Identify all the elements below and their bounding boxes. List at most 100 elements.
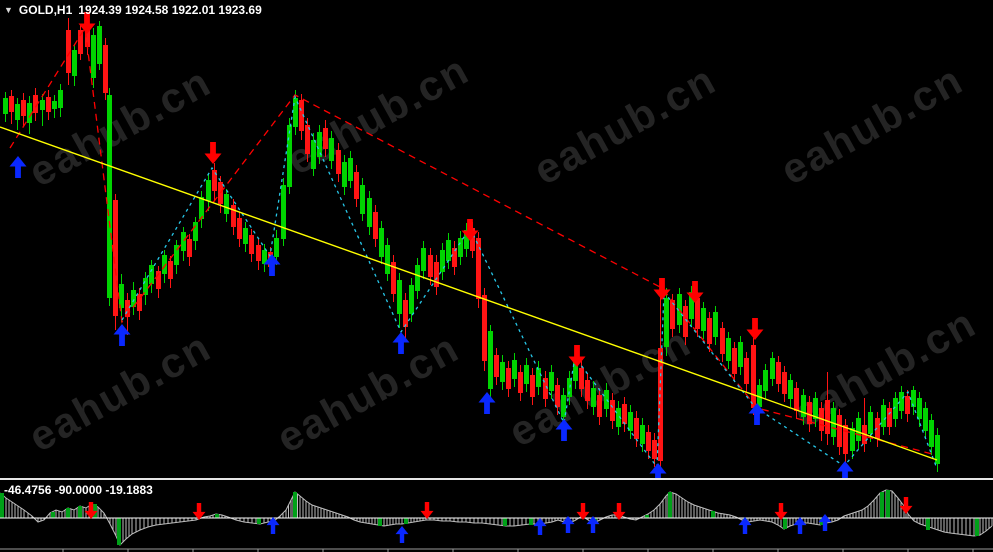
candle-body	[893, 398, 898, 419]
sell-arrow-icon[interactable]	[204, 142, 222, 164]
signal-bar-green	[503, 518, 507, 526]
candle-body	[536, 368, 541, 387]
signal-bar-green	[975, 518, 979, 536]
signal-bar-green	[51, 512, 55, 518]
main-price-chart[interactable]	[0, 0, 993, 478]
candle-body	[15, 104, 20, 120]
buy-arrow-icon[interactable]	[738, 517, 752, 534]
candle-body	[701, 308, 706, 331]
sell-arrow-icon[interactable]	[192, 503, 206, 520]
candle-body	[911, 390, 916, 407]
candle-body	[342, 162, 347, 187]
buy-arrow-icon[interactable]	[586, 516, 600, 533]
candle-body	[585, 380, 590, 401]
candle-body	[482, 295, 487, 361]
buy-arrow-icon[interactable]	[263, 254, 281, 276]
sell-arrow-icon[interactable]	[84, 502, 98, 519]
signal-bar-green	[378, 518, 382, 526]
zigzag-cyan-dotted-line[interactable]	[121, 94, 937, 469]
buy-arrow-icon[interactable]	[113, 324, 131, 346]
candle-body	[738, 342, 743, 367]
candle-body	[899, 392, 904, 411]
sell-arrow-icon[interactable]	[686, 281, 704, 303]
candle-body	[751, 345, 756, 408]
candle-body	[199, 197, 204, 219]
signal-bar-green	[886, 490, 890, 518]
sell-arrow-icon[interactable]	[576, 503, 590, 520]
panel-divider[interactable]	[0, 478, 993, 480]
candle-body	[856, 418, 861, 441]
buy-arrow-icon[interactable]	[836, 461, 854, 478]
candle-body	[224, 194, 229, 214]
candle-body	[543, 378, 548, 399]
buy-arrow-icon[interactable]	[533, 518, 547, 535]
candle-body	[40, 100, 45, 110]
candle-body	[421, 248, 426, 271]
candle-body	[470, 228, 475, 251]
buy-arrow-icon[interactable]	[561, 516, 575, 533]
candle-body	[299, 100, 304, 131]
candle-body	[652, 440, 657, 459]
buy-arrow-icon[interactable]	[395, 526, 409, 543]
candle-body	[707, 318, 712, 344]
candle-body	[46, 97, 51, 112]
candle-body	[512, 360, 517, 379]
candle-body	[807, 402, 812, 424]
buy-arrow-icon[interactable]	[555, 419, 573, 441]
candle-body	[622, 404, 627, 424]
candle-body	[446, 240, 451, 261]
sell-arrow-icon[interactable]	[746, 318, 764, 340]
sell-arrow-icon[interactable]	[899, 497, 913, 514]
candle-body	[555, 385, 560, 407]
sell-arrow-icon[interactable]	[568, 345, 586, 367]
candle-body	[119, 284, 124, 308]
candle-body	[3, 98, 8, 114]
candle-body	[162, 255, 167, 274]
candle-body	[801, 395, 806, 417]
candle-body	[256, 245, 261, 261]
chevron-down-icon[interactable]: ▼	[4, 5, 13, 15]
candle-body	[97, 26, 102, 64]
buy-arrow-icon[interactable]	[392, 332, 410, 354]
signal-bar-green	[783, 518, 787, 529]
signal-bar-green	[645, 515, 649, 518]
sell-arrow-icon[interactable]	[78, 12, 96, 34]
buy-arrow-icon[interactable]	[649, 463, 667, 478]
candle-body	[78, 30, 83, 54]
candle-body	[403, 300, 408, 327]
candle-body	[360, 185, 365, 214]
yellow-trendline[interactable]	[0, 126, 938, 461]
buy-arrow-icon[interactable]	[748, 403, 766, 425]
candle-body	[579, 368, 584, 389]
candle-body	[813, 398, 818, 419]
candle-body	[274, 238, 279, 257]
candle-body	[440, 250, 445, 272]
buy-arrow-icon[interactable]	[9, 156, 27, 178]
sell-arrow-icon[interactable]	[612, 503, 626, 520]
candle-body	[713, 312, 718, 337]
candle-body	[634, 418, 639, 439]
buy-arrow-icon[interactable]	[793, 517, 807, 534]
sell-arrow-icon[interactable]	[461, 219, 479, 241]
candle-body	[929, 420, 934, 447]
candle-body	[794, 388, 799, 411]
buy-arrow-icon[interactable]	[818, 514, 832, 531]
candle-body	[488, 331, 493, 389]
sell-arrow-icon[interactable]	[774, 503, 788, 520]
candle-body	[9, 96, 14, 112]
candle-body	[850, 428, 855, 451]
candle-body	[385, 245, 390, 274]
candle-body	[905, 396, 910, 414]
sell-arrow-icon[interactable]	[653, 278, 671, 300]
sell-arrow-icon[interactable]	[420, 502, 434, 519]
buy-arrow-icon[interactable]	[478, 392, 496, 414]
candle-body	[293, 98, 298, 127]
candle-body	[137, 294, 142, 311]
candle-body	[237, 218, 242, 239]
candle-body	[763, 370, 768, 391]
candle-body	[391, 262, 396, 294]
signal-bar-green	[293, 492, 297, 518]
buy-arrow-icon[interactable]	[266, 517, 280, 534]
candle-body	[476, 238, 481, 299]
